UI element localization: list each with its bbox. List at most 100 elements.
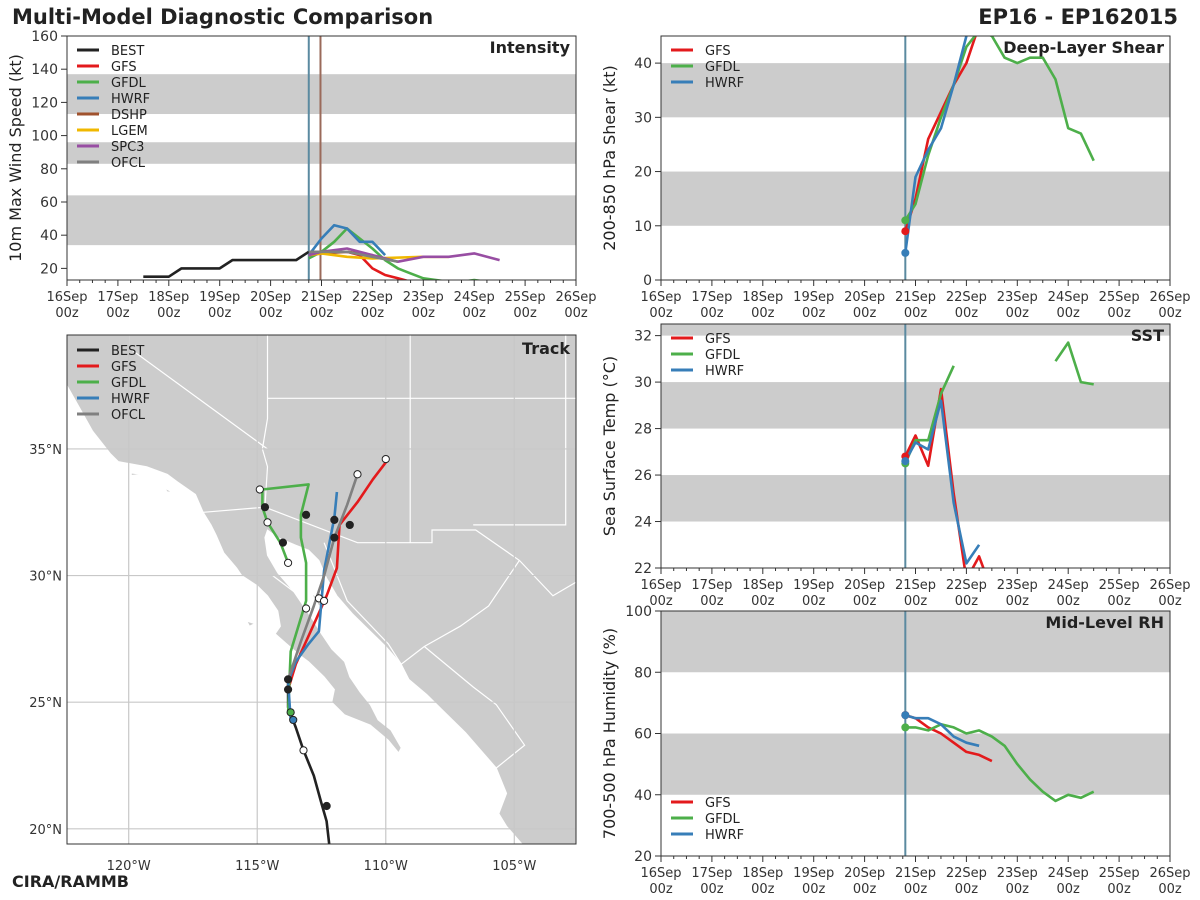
land-island-1: [130, 472, 142, 477]
marker-shear-gfdl: [901, 216, 910, 225]
ytick-label-shear: 10: [634, 219, 652, 235]
panel-shear: 16Sep00z17Sep00z18Sep00z19Sep00z20Sep00z…: [600, 35, 1191, 321]
xtick-label-intensity: 00z: [208, 306, 232, 321]
panel-rh: 16Sep00z17Sep00z18Sep00z19Sep00z20Sep00z…: [600, 604, 1191, 897]
xtick-label-sst: 00z: [1057, 594, 1081, 609]
ytick-label-shear: 0: [643, 273, 652, 289]
xtick-label-shear: 00z: [802, 306, 826, 321]
legend-label-track-best: BEST: [111, 344, 144, 359]
xtick-label-rh: 20Sep: [844, 866, 885, 881]
xtick-label-shear: 00z: [751, 306, 775, 321]
xtick-label-shear: 18Sep: [742, 290, 783, 305]
land-island-0: [163, 486, 173, 493]
legend-label-shear-hwrf: HWRF: [705, 76, 744, 91]
xtick-label-rh: 00z: [1006, 882, 1030, 897]
ytick-label-sst: 24: [634, 515, 652, 531]
land-mainland: [67, 335, 576, 844]
xtick-label-rh: 00z: [802, 882, 826, 897]
border-7: [323, 542, 520, 666]
xtick-label-sst: 00z: [904, 594, 928, 609]
series-sst-hwrf-3: [904, 399, 981, 565]
ytick-label-sst: 32: [634, 329, 652, 345]
ytick-label-rh: 40: [634, 788, 652, 804]
figure-title: Multi-Model Diagnostic Comparison: [12, 5, 434, 29]
xtick-label-shear: 25Sep: [1099, 290, 1140, 305]
track-point: [283, 675, 293, 684]
legend-label-rh-gfdl: GFDL: [705, 812, 741, 827]
xtick-label-rh: 17Sep: [691, 866, 732, 881]
xtick-label-shear: 24Sep: [1048, 290, 1089, 305]
xtick-label-shear: 00z: [904, 306, 928, 321]
legend-label-sst-gfdl: GFDL: [705, 348, 741, 363]
plot-area-rh: [661, 611, 1170, 856]
ytick-label-intensity: 160: [31, 29, 58, 45]
ytick-label-sst: 22: [634, 561, 652, 577]
xtick-label-shear: 22Sep: [946, 290, 987, 305]
xtick-label-intensity: 00z: [157, 306, 181, 321]
xtick-label-rh: 21Sep: [895, 866, 936, 881]
marker-rh-hwrf: [901, 711, 910, 720]
xtick-label-shear: 16Sep: [640, 290, 681, 305]
xtick-label-intensity: 16Sep: [46, 290, 87, 305]
track-point: [381, 454, 390, 464]
lat-label: 35°N: [29, 443, 62, 458]
track-point: [299, 746, 308, 755]
plot-area-intensity: [67, 36, 576, 280]
xtick-label-rh: 00z: [1107, 882, 1131, 897]
lat-label: 20°N: [29, 823, 62, 838]
xtick-label-shear: 23Sep: [997, 290, 1038, 305]
series-intensity-hwrf-3: [307, 223, 387, 256]
xtick-label-intensity: 00z: [55, 306, 79, 321]
series-shear-gfs-0: [904, 36, 977, 232]
xtick-label-intensity: 18Sep: [148, 290, 189, 305]
ylabel-shear: 200-850 hPa Shear (kt): [600, 65, 619, 251]
series-intensity-best-0: [143, 250, 310, 279]
legend-label-intensity-dshp: DSHP: [111, 108, 147, 123]
xtick-label-rh: 00z: [649, 882, 673, 897]
legend-label-track-gfs: GFS: [111, 360, 137, 375]
marker-shear-gfs: [901, 227, 910, 236]
panel-title-intensity: Intensity: [490, 38, 571, 57]
xtick-label-shear: 00z: [700, 306, 724, 321]
xtick-label-sst: 00z: [1107, 594, 1131, 609]
legend-label-intensity-best: BEST: [111, 44, 144, 59]
marker-sst-hwrf: [901, 457, 910, 466]
xtick-label-intensity: 00z: [106, 306, 130, 321]
xtick-label-shear: 17Sep: [691, 290, 732, 305]
track-point: [283, 558, 293, 568]
ytick-label-rh: 60: [634, 727, 652, 743]
xtick-label-rh: 24Sep: [1048, 866, 1089, 881]
ytick-label-intensity: 20: [40, 261, 58, 277]
ytick-label-intensity: 40: [40, 228, 58, 244]
xtick-label-rh: 00z: [1158, 882, 1182, 897]
ytick-label-shear: 30: [634, 110, 652, 126]
xtick-label-rh: 00z: [700, 882, 724, 897]
track-point: [330, 515, 339, 524]
band-rh-0: [661, 733, 1170, 795]
ytick-label-rh: 80: [634, 665, 652, 681]
xtick-label-shear: 00z: [853, 306, 877, 321]
xtick-label-sst: 24Sep: [1048, 578, 1089, 593]
track-point: [319, 596, 329, 605]
xtick-label-intensity: 21Sep: [301, 290, 342, 305]
band-intensity-1: [67, 142, 576, 164]
plot-area-sst: [661, 324, 1170, 568]
lon-label: 105°W: [492, 859, 536, 874]
xtick-label-sst: 22Sep: [946, 578, 987, 593]
xtick-label-shear: 00z: [1057, 306, 1081, 321]
legend-label-shear-gfdl: GFDL: [705, 60, 741, 75]
marker-rh-gfdl: [901, 723, 910, 732]
ytick-label-rh: 20: [634, 849, 652, 865]
band-intensity-2: [67, 74, 576, 115]
panel-title-sst: SST: [1131, 326, 1164, 345]
track-point: [283, 685, 293, 694]
series-intensity-ofcl-7: [308, 250, 399, 263]
xtick-label-sst: 18Sep: [742, 578, 783, 593]
xtick-label-rh: 18Sep: [742, 866, 783, 881]
xtick-label-rh: 22Sep: [946, 866, 987, 881]
xtick-label-intensity: 00z: [564, 306, 588, 321]
band-sst-0: [661, 475, 1170, 522]
track-point: [330, 533, 339, 542]
xtick-label-sst: 00z: [751, 594, 775, 609]
